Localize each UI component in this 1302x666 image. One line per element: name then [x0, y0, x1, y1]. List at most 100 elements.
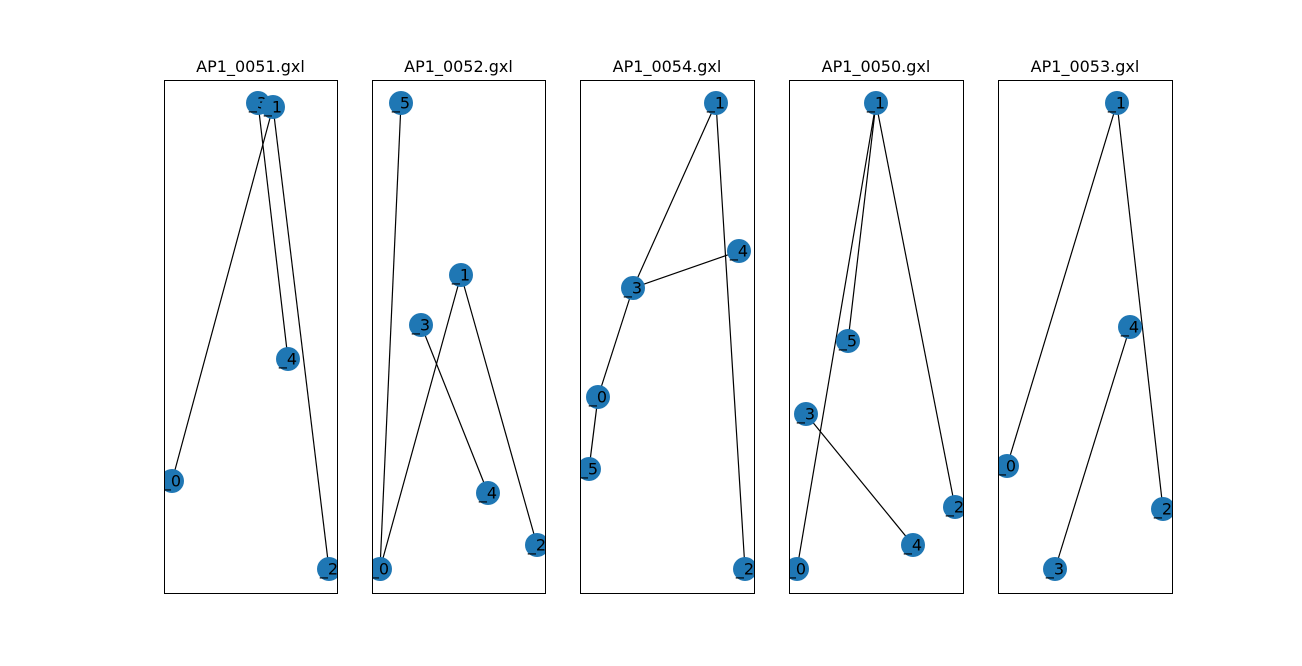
node-label: _4 [478, 484, 497, 504]
node-label: _5 [838, 332, 857, 352]
graph-plot-area: _1 _5 _3 _2 _4 _0 [787, 91, 964, 581]
graph-node: _1 [704, 91, 728, 115]
graph-node: _2 [733, 557, 754, 581]
graph-edge [171, 106, 274, 482]
node-circle [943, 495, 963, 519]
graph-edge [805, 413, 914, 546]
graph-edge [272, 106, 330, 570]
node-circle [1151, 497, 1172, 521]
graph-node: _3 [1043, 557, 1067, 581]
graph-edge [588, 396, 599, 470]
graph-plot-area: _5 _1 _3 _4 _2 _0 [370, 91, 546, 581]
graph-node: _5 [389, 91, 413, 115]
graph-node: _3 [409, 313, 433, 337]
graph-node: _0 [787, 557, 809, 581]
panel-title: AP1_0050.gxl [822, 57, 931, 77]
graph-node: _0 [586, 385, 610, 409]
node-label: _4 [903, 536, 922, 556]
node-circle [836, 329, 860, 353]
graph-edge [257, 102, 289, 360]
node-label: _2 [735, 560, 754, 580]
node-circle [449, 263, 473, 287]
graph-node: _4 [1118, 315, 1142, 339]
node-label: _2 [945, 498, 964, 518]
node-label: _3 [411, 316, 430, 336]
node-circle [389, 91, 413, 115]
graph-edge [1054, 326, 1131, 570]
panel-frame [372, 80, 546, 594]
panel-frame [580, 80, 755, 594]
node-label: _1 [1107, 94, 1126, 114]
node-label: _1 [263, 98, 282, 118]
graph-edge [379, 102, 402, 570]
node-circle [621, 276, 645, 300]
node-circle [164, 469, 184, 493]
graph-node: _3 [794, 402, 818, 426]
node-label: _2 [319, 560, 338, 580]
graph-edge [379, 274, 462, 570]
node-label: _5 [391, 94, 410, 114]
graph-node: _2 [525, 533, 546, 557]
graph-node: _0 [162, 469, 184, 493]
graph-edge [632, 250, 740, 289]
panel-title: AP1_0053.gxl [1031, 57, 1140, 77]
graph-node: _1 [1105, 91, 1129, 115]
graph-edge [1116, 102, 1164, 510]
node-label: _0 [370, 560, 389, 580]
node-label: _3 [1045, 560, 1064, 580]
graph-node: _4 [476, 481, 500, 505]
node-label: _1 [866, 94, 885, 114]
node-circle [476, 481, 500, 505]
graph-edge [715, 102, 746, 570]
graph-edge [1006, 102, 1118, 467]
node-label: _2 [1153, 500, 1172, 520]
panel-frame [789, 80, 964, 594]
graph-node: _0 [997, 454, 1019, 478]
graph-node: _5 [836, 329, 860, 353]
graph-node: _5 [579, 457, 601, 481]
graph-edge [597, 287, 634, 398]
node-label: _0 [162, 472, 181, 492]
node-circle [901, 533, 925, 557]
node-label: _4 [1120, 318, 1139, 338]
node-label: _2 [527, 536, 546, 556]
graph-edge [632, 102, 717, 289]
graph-node: _4 [727, 239, 751, 263]
graph-plot-area: _1 _4 _3 _0 _5 _2 [579, 91, 754, 581]
node-circle [998, 454, 1019, 478]
node-circle [1118, 315, 1142, 339]
node-circle [317, 557, 337, 581]
node-label: _0 [588, 388, 607, 408]
graph-panel-ap1-0052-gxl: AP1_0052.gxl _5 _1 _3 _4 _2 _0 [370, 57, 546, 594]
graph-node: _4 [901, 533, 925, 557]
graph-edge [847, 102, 877, 342]
graph-node: _1 [449, 263, 473, 287]
node-circle [1105, 91, 1129, 115]
node-circle [261, 95, 285, 119]
graph-edge [460, 274, 538, 546]
node-circle [1043, 557, 1067, 581]
panel-title: AP1_0051.gxl [196, 57, 305, 77]
node-circle [586, 385, 610, 409]
node-label: _4 [729, 242, 748, 262]
node-circle [727, 239, 751, 263]
node-label: _0 [997, 457, 1016, 477]
graph-edge [875, 102, 956, 508]
node-label: _3 [796, 405, 815, 425]
node-label: _0 [787, 560, 806, 580]
graph-edge [420, 324, 489, 494]
node-circle [409, 313, 433, 337]
graph-node: _2 [1151, 497, 1172, 521]
graph-edge [796, 102, 877, 570]
node-label: _1 [451, 266, 470, 286]
node-label: _5 [579, 460, 598, 480]
graph-node: _1 [864, 91, 888, 115]
graph-panel-ap1-0051-gxl: AP1_0051.gxl_3_1_4_0_2 [162, 57, 338, 594]
graph-plot-area: _1 _4 _0 _2 _3 [997, 91, 1172, 581]
graph-node: _4 [276, 347, 300, 371]
node-label: _1 [706, 94, 725, 114]
node-circle [794, 402, 818, 426]
node-circle [733, 557, 754, 581]
graph-node: _2 [317, 557, 338, 581]
